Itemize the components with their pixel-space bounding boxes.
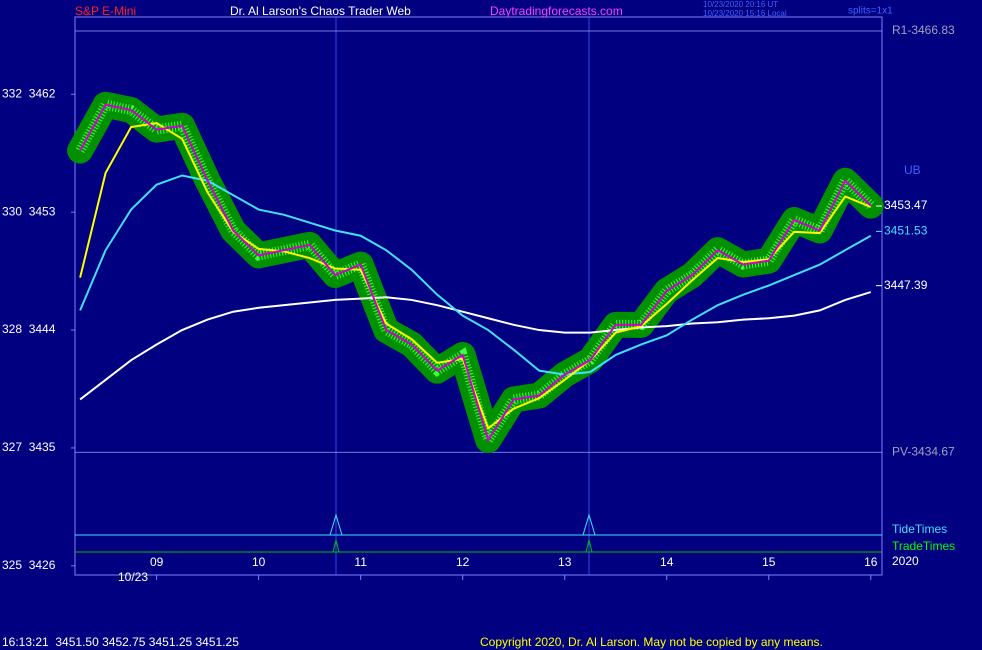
last-value-label: 3451.53 <box>884 224 928 238</box>
time-local: 10/23/2020 15:16 Local <box>703 9 787 18</box>
x-tick-label: 12 <box>456 555 470 569</box>
price-glow <box>67 91 884 454</box>
x-tick-label: 11 <box>354 555 367 569</box>
band-label: UB <box>904 163 921 177</box>
tide-label: TideTimes <box>892 522 947 536</box>
x-tick-label: 16 <box>864 555 878 569</box>
site-title: Dr. Al Larson's Chaos Trader Web <box>230 4 411 18</box>
y-tick-label: 327 3435 <box>2 440 56 454</box>
x-tick-label: 15 <box>762 555 776 569</box>
level-label: R1-3466.83 <box>892 23 955 37</box>
series-line <box>79 291 872 401</box>
instrument: S&P E-Mini <box>75 4 136 18</box>
time-ut: 10/23/2020 20:16 UT <box>703 0 778 9</box>
quote: 16:13:21 3451.50 3452.75 3451.25 3451.25 <box>2 635 239 649</box>
trade-label: TradeTimes <box>892 539 955 553</box>
x-tick-label: 09 <box>150 555 164 569</box>
y-tick-label: 328 3444 <box>2 322 56 336</box>
y-tick-label: 325 3426 <box>2 558 56 572</box>
tide-spike <box>582 513 596 536</box>
y-tick-label: 330 3453 <box>2 204 56 218</box>
y-tick-label: 332 3462 <box>2 86 56 100</box>
splits: splits=1x1 <box>848 6 893 17</box>
x-tick-label: 13 <box>558 555 572 569</box>
date-label: 10/23 <box>118 570 148 584</box>
trade-spike <box>585 539 593 553</box>
last-value-label: 3453.47 <box>884 198 928 212</box>
year-label: 2020 <box>892 554 919 568</box>
tide-spike <box>329 513 343 536</box>
x-tick-label: 14 <box>660 555 674 569</box>
series-line <box>79 103 872 443</box>
site-url: Daytradingforecasts.com <box>490 4 623 18</box>
series-line <box>79 174 872 376</box>
level-label: PV-3434.67 <box>892 444 955 458</box>
plot-frame <box>74 16 883 576</box>
copyright: Copyright 2020, Dr. Al Larson. May not b… <box>480 635 823 649</box>
trade-spike <box>332 539 340 553</box>
x-tick-label: 10 <box>252 555 266 569</box>
last-value-label: 3447.39 <box>884 278 928 292</box>
